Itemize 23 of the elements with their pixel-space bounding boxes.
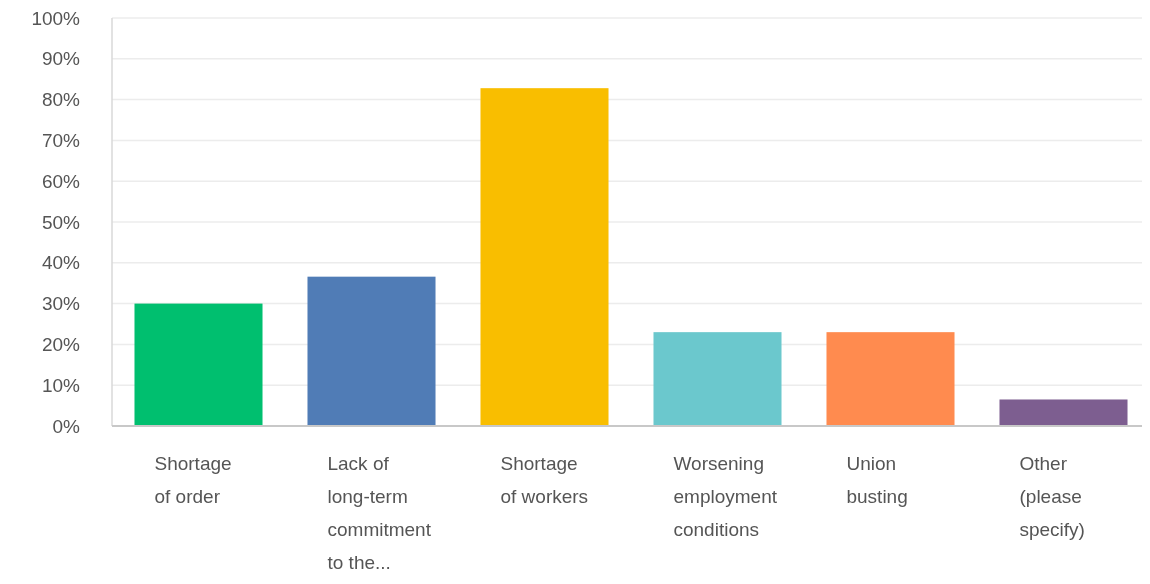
y-tick-label: 20% xyxy=(41,334,81,356)
y-tick-label: 70% xyxy=(41,130,81,152)
x-tick-label: Shortage of order xyxy=(154,453,232,507)
x-tick-label: Lack of long-term commitment to the... xyxy=(327,453,432,573)
bar xyxy=(134,303,263,426)
bar xyxy=(826,332,955,426)
y-tick-label: 100% xyxy=(31,7,81,29)
x-tick-label: Union busting xyxy=(846,453,908,507)
bar xyxy=(480,88,609,426)
bar xyxy=(307,276,436,426)
y-tick-label: 40% xyxy=(41,252,81,274)
bar xyxy=(999,399,1128,426)
y-tick-label: 10% xyxy=(41,374,81,396)
y-tick-label: 60% xyxy=(41,170,81,192)
x-tick-label: Worsening employment conditions xyxy=(673,453,778,540)
y-tick-label: 0% xyxy=(52,415,81,437)
y-tick-label: 30% xyxy=(41,293,81,315)
y-tick-label: 90% xyxy=(41,48,81,70)
y-tick-label: 80% xyxy=(41,89,81,111)
x-tick-label: Other (please specify) xyxy=(1019,453,1085,540)
bar xyxy=(653,332,782,426)
x-tick-label: Shortage of workers xyxy=(500,453,589,507)
y-tick-label: 50% xyxy=(41,211,81,233)
